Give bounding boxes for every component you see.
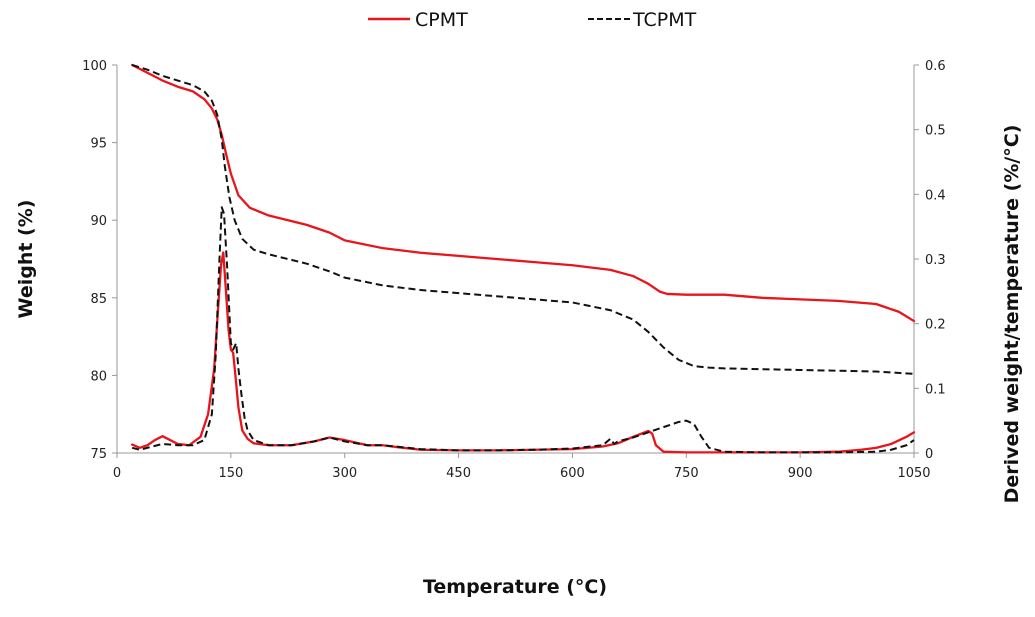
series-line-tcpmt-weight <box>131 64 915 375</box>
legend-label-cpmt: CPMT <box>415 9 468 31</box>
x-tick-label: 450 <box>446 466 471 481</box>
y2-tick-label: 0 <box>925 447 933 462</box>
x-tick-label: 750 <box>674 466 699 481</box>
x-tick-label: 1050 <box>897 466 930 481</box>
y-tick-label: 85 <box>90 292 107 307</box>
y2-tick-label: 0.6 <box>925 59 946 74</box>
y-tick-label: 75 <box>90 447 107 462</box>
y2-tick-label: 0.2 <box>925 318 946 333</box>
series <box>131 63 916 454</box>
legend: CPMT TCPMT <box>368 9 697 31</box>
legend-label-tcpmt: TCPMT <box>632 9 697 31</box>
y2-tick-label: 0.4 <box>925 188 946 203</box>
x-tick-label: 900 <box>788 466 813 481</box>
y-tick-label: 100 <box>82 59 107 74</box>
ticks: 0 150 300 450 600 750 900 1050 75 80 85 90 95 100 0 0.1… <box>82 59 946 481</box>
x-tick-label: 300 <box>332 466 357 481</box>
x-tick-label: 600 <box>560 466 585 481</box>
x-axis-title: Temperature (°C) <box>423 576 607 598</box>
y2-tick-label: 0.1 <box>925 382 946 397</box>
series-line-tcpmt-derivative <box>131 206 915 454</box>
y2-axis-title: Derived weight/temperature (%/°C) <box>1001 125 1023 504</box>
series-line-cpmt-weight <box>131 63 916 323</box>
y2-tick-label: 0.5 <box>925 124 946 139</box>
y2-tick-label: 0.3 <box>925 253 946 268</box>
x-tick-label: 150 <box>218 466 243 481</box>
y-axis-title: Weight (%) <box>15 200 37 319</box>
y-tick-label: 95 <box>90 137 107 152</box>
x-tick-label: 0 <box>113 466 121 481</box>
y-tick-label: 80 <box>90 369 107 384</box>
series-line-cpmt-derivative <box>131 251 916 454</box>
y-tick-label: 90 <box>90 214 107 229</box>
